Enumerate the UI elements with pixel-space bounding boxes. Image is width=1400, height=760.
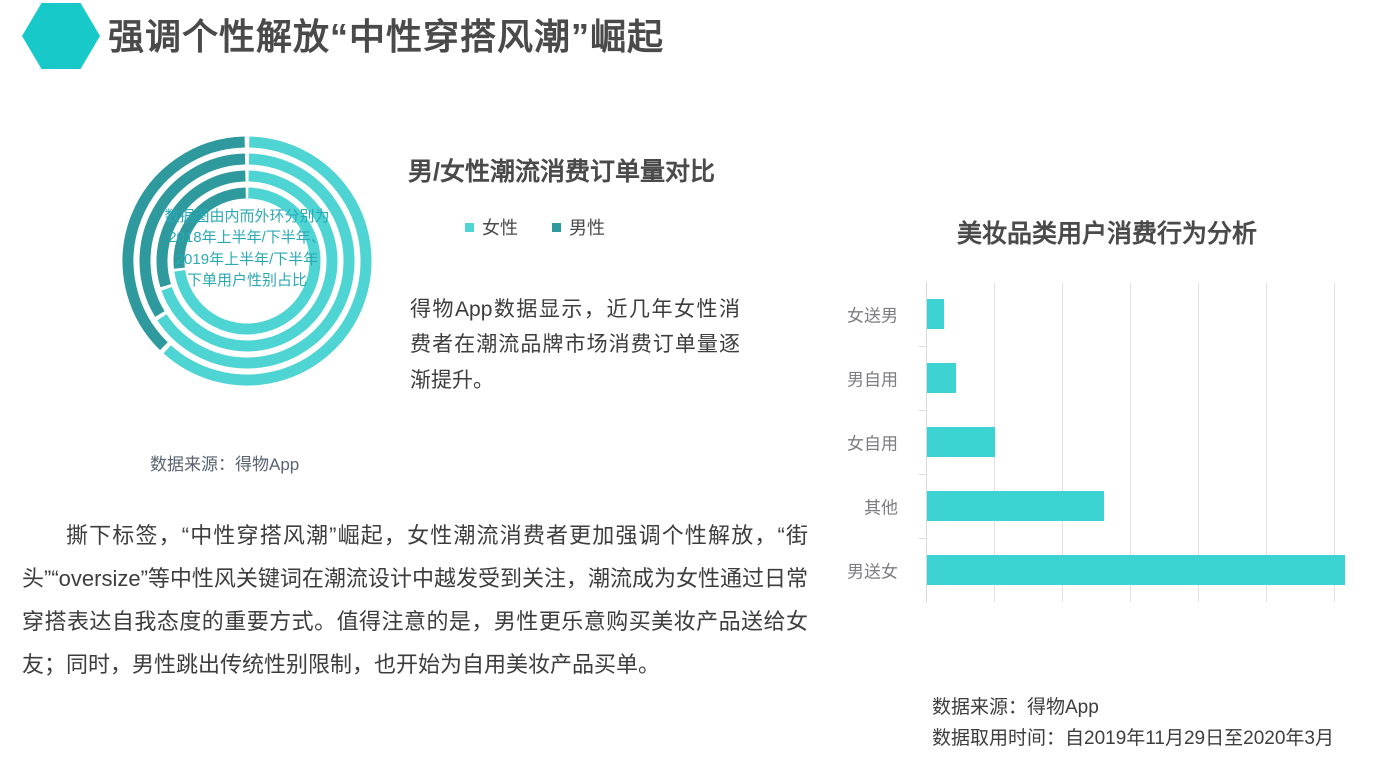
chart1-title: 男/女性潮流消费订单量对比 [408, 158, 715, 186]
chart2-bar [927, 299, 944, 329]
donut-segment-male [122, 136, 245, 351]
chart2-source-note: 数据来源：得物App 数据取用时间：自2019年11月29日至2020年3月 [932, 692, 1334, 755]
chart2-gridline [1334, 282, 1335, 602]
chart2-tick-stub [919, 346, 926, 347]
donut-center-line-4: 下单用户性别占比 [186, 271, 307, 289]
chart2-source-line-1: 数据来源：得物App [932, 697, 1099, 718]
legend-swatch-male [552, 222, 561, 232]
chart2-category-label: 其他 [864, 498, 898, 518]
donut-center-annotation: 数据图由内而外环分别为 2018年上半年/下半年、 2019年上半年/下半年 下… [134, 206, 360, 291]
chart2-gridline [1062, 282, 1063, 602]
donut-center-line-1: 数据图由内而外环分别为 [164, 208, 330, 225]
chart1-blurb: 得物App数据显示，近几年女性消费者在潮流品牌市场消费订单量逐渐提升。 [410, 298, 740, 392]
legend-item-female: 女性 [465, 214, 518, 240]
page-title: 强调个性解放“中性穿搭风潮”崛起 [108, 16, 665, 57]
donut-center-line-2: 2018年上半年/下半年、 [168, 229, 326, 247]
donut-segment-male [173, 187, 246, 269]
chart2-category-label: 女送男 [847, 306, 898, 326]
body-paragraph: 撕下标签，“中性穿搭风潮”崛起，女性潮流消费者更加强调个性解放，“街头”“ove… [22, 523, 808, 677]
chart2-grid-area [919, 282, 1400, 602]
chart2-y-axis-line [926, 282, 927, 602]
donut-segment-female [163, 136, 372, 386]
chart2-bar [927, 491, 1104, 521]
gender-donut-chart: 数据图由内而外环分别为 2018年上半年/下半年、 2019年上半年/下半年 下… [82, 96, 412, 426]
chart2-tick-stub [919, 474, 926, 475]
chart1-legend: 女性 男性 [465, 214, 605, 240]
beauty-bar-chart: 美妆品类用户消费行为分析 女送男男自用女自用其他男送女 [812, 200, 1400, 620]
hexagon-icon [22, 3, 100, 69]
chart2-bar [927, 363, 957, 393]
donut-segment-female [157, 153, 355, 369]
slide-header: 强调个性解放“中性穿搭风潮”崛起 [0, 0, 1400, 78]
donut-segment-female [161, 170, 338, 352]
chart2-gridline [1198, 282, 1199, 602]
chart2-category-label: 男自用 [847, 370, 898, 390]
donut-center-line-3: 2019年上半年/下半年 [175, 250, 319, 268]
donut-segment-female [174, 187, 321, 335]
chart2-y-axis-labels: 女送男男自用女自用其他男送女 [832, 282, 906, 602]
legend-label-male: 男性 [569, 218, 605, 238]
chart2-category-label: 女自用 [847, 434, 898, 454]
legend-label-female: 女性 [482, 218, 518, 238]
donut-rings [122, 136, 372, 386]
chart2-gridline [1266, 282, 1267, 602]
chart2-bar [927, 427, 995, 457]
donut-segment-male [139, 153, 246, 317]
legend-item-male: 男性 [552, 214, 605, 240]
donut-segment-male [156, 170, 246, 288]
chart2-tick-stub [919, 538, 926, 539]
chart2-tick-stub [919, 410, 926, 411]
legend-swatch-female [465, 222, 474, 232]
chart2-title: 美妆品类用户消费行为分析 [956, 220, 1257, 248]
donut-source-note: 数据来源：得物App [150, 455, 300, 474]
chart2-plot: 女送男男自用女自用其他男送女 [832, 282, 1400, 602]
chart2-source-line-2: 数据取用时间：自2019年11月29日至2020年3月 [932, 728, 1334, 750]
chart2-bar [927, 555, 1346, 585]
chart2-category-label: 男送女 [847, 562, 898, 582]
chart2-gridline [1130, 282, 1131, 602]
